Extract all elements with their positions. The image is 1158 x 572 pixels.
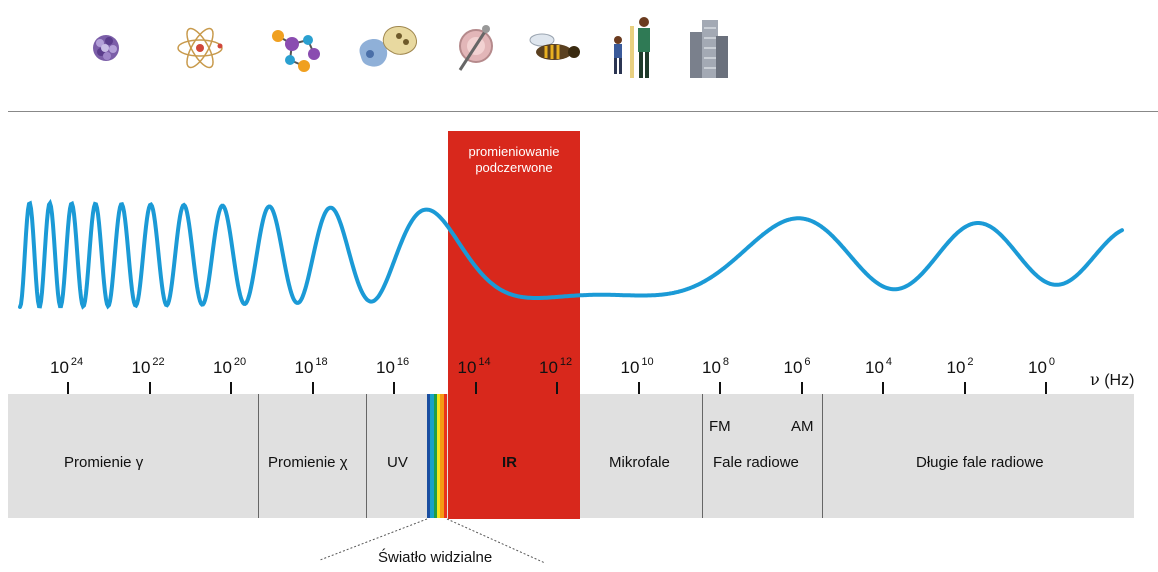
region-long-radio: Długie fale radiowe <box>916 454 1044 471</box>
tick-base: 10 <box>783 358 803 377</box>
frequency-tick <box>637 382 640 394</box>
frequency-tick <box>556 382 558 394</box>
tick-base: 10 <box>376 358 395 377</box>
region-divider <box>702 394 703 518</box>
frequency-tick-label: 10 16 <box>376 356 409 378</box>
visible-color-band <box>427 394 431 518</box>
tick-base: 10 <box>131 358 151 377</box>
frequency-tick <box>230 382 232 394</box>
tick-base: 10 <box>50 358 69 377</box>
wave-curve <box>18 198 1124 310</box>
cells-icon <box>354 14 422 80</box>
ir-region-fill <box>448 394 580 518</box>
ir-caption-line1: promieniowanie <box>468 144 560 159</box>
frequency-tick-label: 10 8 <box>702 356 729 378</box>
frequency-tick <box>719 382 721 394</box>
frequency-tick-label: 10 20 <box>213 356 246 378</box>
tick-exponent: 8 <box>722 356 730 368</box>
tick-exponent: 16 <box>396 356 410 368</box>
tick-base: 10 <box>213 358 232 377</box>
visible-color-band <box>436 394 441 518</box>
tick-exponent: 0 <box>1048 356 1056 368</box>
tick-exponent: 22 <box>152 356 165 368</box>
region-divider <box>258 394 259 518</box>
tick-base: 10 <box>1028 358 1047 377</box>
separator-line <box>8 111 1158 112</box>
tick-base: 10 <box>539 358 558 377</box>
ir-caption-line2: podczerwone <box>475 160 553 175</box>
frequency-tick-label: 10 18 <box>295 356 328 378</box>
tick-exponent: 6 <box>804 356 811 368</box>
visible-color-band <box>430 394 434 518</box>
region-radio: Fale radiowe <box>713 454 799 471</box>
visible-light-caption: Światło widzialne <box>378 549 493 566</box>
tick-base: 10 <box>865 358 884 377</box>
frequency-tick <box>963 382 966 394</box>
tick-base: 10 <box>294 358 314 377</box>
frequency-tick-label: 10 4 <box>865 356 892 378</box>
visible-color-band <box>443 394 447 518</box>
tick-base: 10 <box>946 358 966 377</box>
atomic-nucleus-icon <box>76 14 136 80</box>
tick-exponent: 24 <box>70 356 84 368</box>
molecule-icon <box>264 14 324 80</box>
frequency-tick-label: 10 14 <box>458 356 491 378</box>
frequency-tick <box>148 382 151 394</box>
frequency-tick-label: 10 6 <box>784 356 811 378</box>
frequency-tick <box>1045 382 1047 394</box>
am-label: AM <box>791 418 814 435</box>
pinhead-icon <box>446 14 506 80</box>
frequency-tick <box>311 382 314 394</box>
tick-exponent: 18 <box>315 356 328 368</box>
tick-base: 10 <box>702 358 721 377</box>
ir-band-caption: promieniowanie podczerwone <box>448 144 580 176</box>
frequency-tick <box>800 382 803 394</box>
skyscraper-icon <box>680 14 736 80</box>
frequency-tick-label: 10 22 <box>132 356 165 378</box>
frequency-unit: ν (Hz) <box>1090 370 1134 390</box>
frequency-tick <box>393 382 395 394</box>
people-icon <box>606 14 662 80</box>
tick-base: 10 <box>620 358 640 377</box>
visible-color-band <box>440 394 444 518</box>
visible-light-strip <box>427 394 447 518</box>
atom-icon <box>170 14 230 80</box>
frequency-tick-label: 10 10 <box>621 356 654 378</box>
frequency-tick <box>882 382 884 394</box>
region-gamma: Promienie γ <box>64 454 144 471</box>
fm-label: FM <box>709 418 731 435</box>
tick-exponent: 14 <box>478 356 491 368</box>
tick-exponent: 20 <box>233 356 247 368</box>
tick-exponent: 12 <box>559 356 573 368</box>
tick-exponent: 4 <box>885 356 893 368</box>
frequency-tick-label: 10 2 <box>947 356 974 378</box>
tick-exponent: 10 <box>641 356 654 368</box>
region-xray: Promienie χ <box>268 454 348 471</box>
region-divider <box>366 394 367 518</box>
frequency-tick-label: 10 0 <box>1028 356 1055 378</box>
nu-symbol: ν <box>1090 370 1100 389</box>
region-divider <box>822 394 823 518</box>
frequency-tick <box>67 382 69 394</box>
tick-base: 10 <box>457 358 477 377</box>
hz-unit: (Hz) <box>1104 372 1135 389</box>
tick-exponent: 2 <box>967 356 974 368</box>
bee-icon <box>520 14 584 80</box>
visible-color-band <box>433 394 437 518</box>
region-uv: UV <box>387 454 408 471</box>
region-ir: IR <box>502 454 517 471</box>
frequency-tick-label: 10 12 <box>539 356 572 378</box>
region-microwave: Mikrofale <box>609 454 670 471</box>
frequency-tick-label: 10 24 <box>50 356 83 378</box>
frequency-tick <box>474 382 477 394</box>
